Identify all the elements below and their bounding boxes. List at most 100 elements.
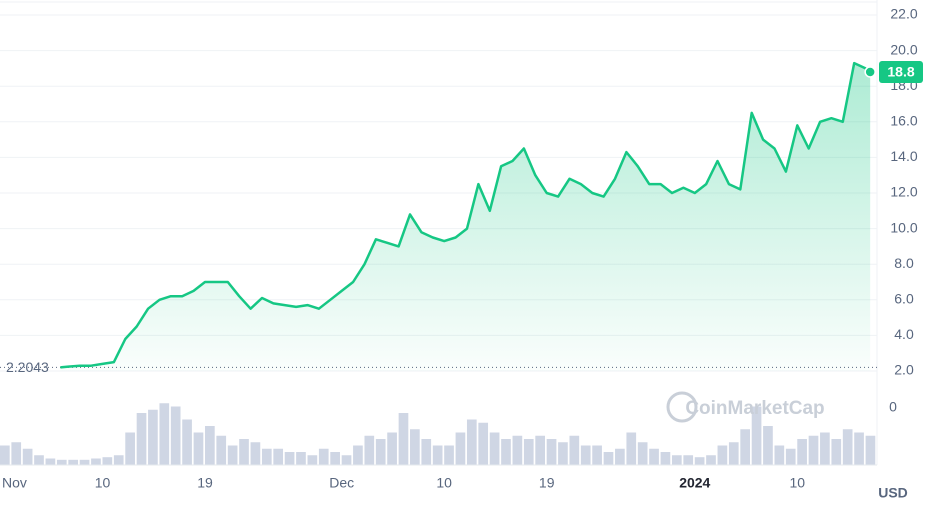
volume-bar xyxy=(182,419,192,465)
volume-bar xyxy=(740,429,751,465)
volume-bar xyxy=(444,445,454,465)
volume-bar xyxy=(831,439,842,465)
volume-bar xyxy=(854,432,864,465)
volume-bar xyxy=(22,448,33,465)
area xyxy=(60,63,871,371)
volume-bar xyxy=(797,439,807,465)
volume-bar xyxy=(148,409,158,465)
volume-bar xyxy=(261,448,272,465)
volume-bar xyxy=(671,455,682,465)
volume-bar xyxy=(774,445,785,465)
price-badge xyxy=(879,60,923,83)
volume-bar xyxy=(273,448,284,465)
volume-bar xyxy=(580,445,591,465)
y-tick-label: 4.0 xyxy=(894,326,914,342)
currency-label: USD xyxy=(878,485,908,501)
volume-bar xyxy=(455,432,466,465)
price-line xyxy=(60,61,871,369)
volume-bar xyxy=(239,439,249,465)
volume-bar xyxy=(341,455,352,465)
volume-bar xyxy=(432,445,443,465)
volume-bar xyxy=(125,432,135,465)
x-tick-label: 2024 xyxy=(679,475,710,491)
y-tick-label: 2.0 xyxy=(894,362,914,378)
volume-bar xyxy=(34,455,44,465)
y-tick-label: 22.0 xyxy=(890,6,917,22)
volume-bar xyxy=(546,439,557,465)
watermark-logo xyxy=(666,391,698,423)
volume-bar xyxy=(615,448,625,465)
volume-bar xyxy=(136,413,147,465)
x-tick-label: 10 xyxy=(95,475,111,491)
volume-bar xyxy=(694,457,705,465)
volume-bar xyxy=(683,455,694,465)
volume-bar xyxy=(535,435,545,465)
y-tick-label: 14.0 xyxy=(890,148,917,164)
volume-bar xyxy=(489,432,500,465)
volume-bar xyxy=(353,445,363,465)
x-tick-label: Nov xyxy=(2,475,27,491)
volume-bar xyxy=(398,413,409,465)
x-tick-label: 10 xyxy=(436,475,452,491)
volume-bar xyxy=(660,452,671,465)
volume-bar xyxy=(808,435,819,465)
y-tick-label: 16.0 xyxy=(890,113,917,129)
volume-bar xyxy=(478,422,489,465)
volume-bar xyxy=(501,439,511,465)
volume-bar xyxy=(159,403,170,465)
volume-bar xyxy=(421,439,432,465)
volume-bar xyxy=(785,448,796,465)
y-tick-label: 6.0 xyxy=(894,291,914,307)
volume-bar xyxy=(284,452,295,465)
volume-bar xyxy=(227,445,238,465)
volume-bar xyxy=(717,445,728,465)
volume-bar xyxy=(91,458,101,465)
volume-bar xyxy=(318,448,329,465)
volume-bar xyxy=(45,458,56,465)
volume-bar xyxy=(763,426,773,465)
volume-bar xyxy=(307,455,318,465)
y-tick-label: 20.0 xyxy=(890,41,917,57)
volume-bar xyxy=(523,439,534,465)
volume-bar xyxy=(375,439,386,465)
y-tick-label: 8.0 xyxy=(894,255,914,271)
x-tick-label: Dec xyxy=(329,475,354,491)
volume-bar xyxy=(68,459,79,465)
volume-bar xyxy=(56,459,67,465)
volume-bar xyxy=(558,442,568,465)
volume-tick-label: 0 xyxy=(889,399,897,415)
volume-bar xyxy=(364,435,375,465)
volume-bar xyxy=(170,406,181,465)
volume-bar xyxy=(250,442,261,465)
volume-bar xyxy=(102,457,113,465)
volume-bar xyxy=(626,432,637,465)
volume-bar xyxy=(569,435,580,465)
volume-bar xyxy=(0,445,10,465)
x-tick-label: 10 xyxy=(789,475,805,491)
x-tick-label: 19 xyxy=(539,475,555,491)
volume-bar xyxy=(216,435,227,465)
volume-bar xyxy=(11,442,22,465)
volume-bar xyxy=(865,435,876,465)
volume-bar xyxy=(330,452,340,465)
volume-bar xyxy=(842,429,853,465)
end-dot xyxy=(864,66,876,78)
volume-bar xyxy=(205,426,215,465)
volume-bar xyxy=(387,432,397,465)
volume-bar xyxy=(820,432,830,465)
volume-bar xyxy=(296,452,306,465)
volume-bar xyxy=(592,445,602,465)
price-badge-label: 18.8 xyxy=(887,64,914,80)
x-tick-label: 19 xyxy=(197,475,213,491)
volume-bar xyxy=(603,452,614,465)
volume-bar xyxy=(410,429,420,465)
reference-label: 2.2043 xyxy=(6,359,49,375)
volume-bar xyxy=(649,448,659,465)
volume-bar xyxy=(79,459,90,465)
volume-bar xyxy=(466,419,477,465)
y-tick-label: 10.0 xyxy=(890,219,917,235)
volume-bar xyxy=(706,455,716,465)
volume-bar xyxy=(193,432,204,465)
y-tick-label: 12.0 xyxy=(890,184,917,200)
